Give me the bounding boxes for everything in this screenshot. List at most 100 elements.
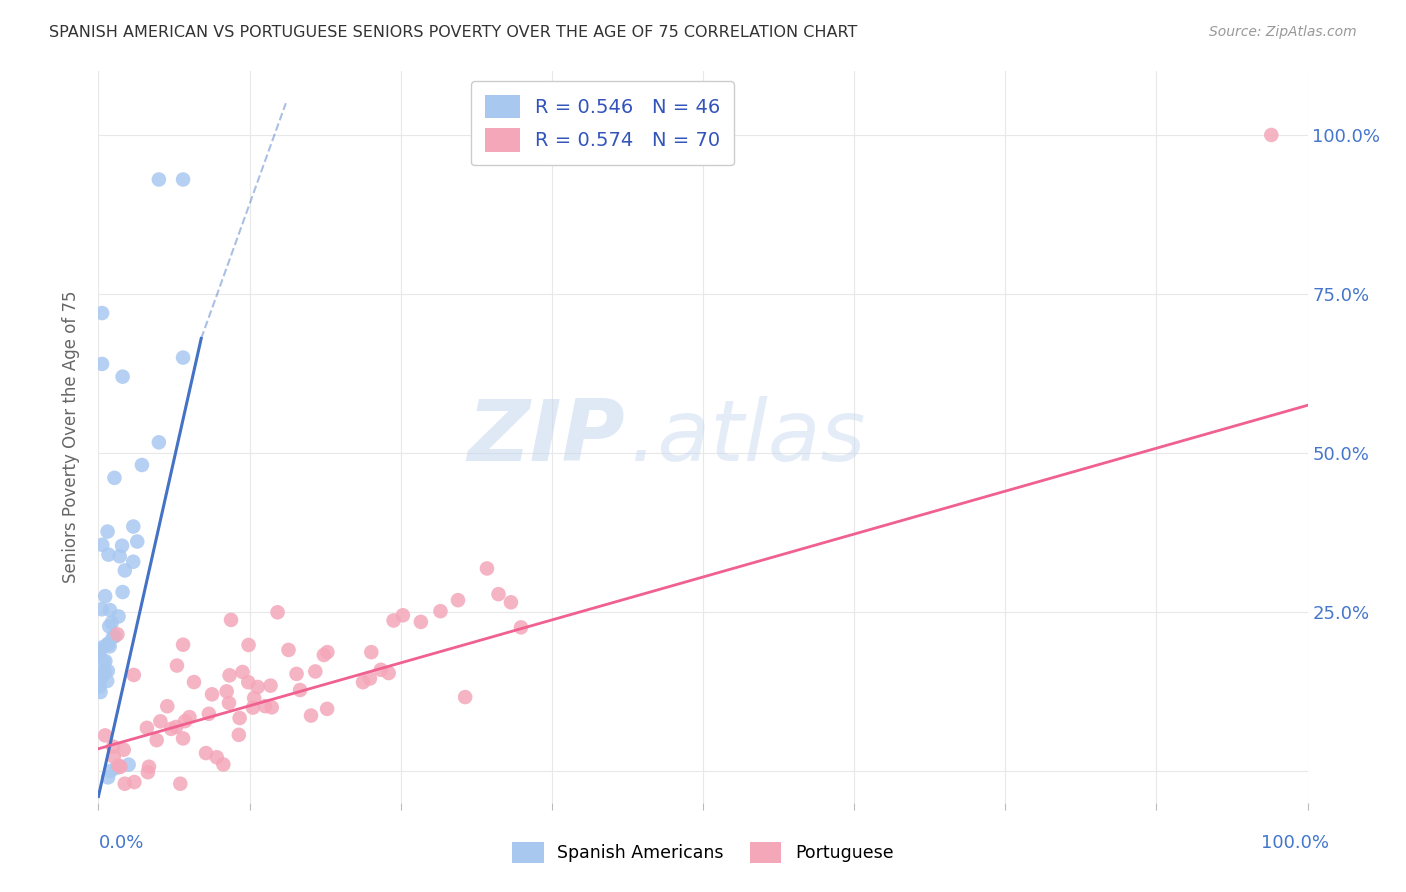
Point [212, 757, 235, 772]
Point [97, 637, 120, 651]
Point [91, 665, 114, 680]
Point [100, 764, 122, 778]
Point [98, 603, 121, 617]
Point [232, 665, 254, 679]
Point [91, 538, 114, 552]
Point [96, 673, 118, 688]
Point [148, 172, 170, 186]
Point [93, 655, 115, 669]
Point [136, 765, 159, 780]
Point [114, 563, 136, 577]
Point [352, 675, 374, 690]
Point [110, 760, 132, 774]
Point [360, 645, 382, 659]
Point [135, 721, 157, 735]
Point [111, 369, 134, 384]
Point [114, 777, 136, 791]
Text: 100.0%: 100.0% [1261, 834, 1329, 852]
Point [97, 664, 120, 678]
Point [174, 714, 197, 728]
Point [91, 357, 114, 371]
Point [111, 539, 134, 553]
Point [198, 706, 221, 721]
Point [97, 548, 120, 562]
Point [91, 306, 114, 320]
Point [166, 658, 188, 673]
Point [131, 458, 153, 472]
Point [101, 630, 124, 644]
Point [238, 675, 260, 690]
Point [127, 534, 149, 549]
Point [316, 702, 339, 716]
Point [242, 700, 264, 714]
Point [156, 699, 179, 714]
Point [94, 665, 117, 679]
Point [382, 614, 405, 628]
Point [392, 608, 415, 623]
Point [312, 648, 335, 662]
Point [89, 645, 111, 659]
Point [238, 638, 260, 652]
Point [488, 587, 510, 601]
Point [228, 711, 250, 725]
Point [103, 749, 125, 764]
Point [89, 680, 111, 694]
Point [104, 629, 127, 643]
Point [107, 627, 129, 641]
Point [179, 710, 201, 724]
Point [510, 620, 533, 634]
Point [93, 640, 115, 654]
Point [359, 672, 381, 686]
Point [218, 668, 240, 682]
Point [122, 555, 145, 569]
Point [98, 640, 121, 654]
Point [285, 666, 308, 681]
Point [97, 524, 120, 539]
Y-axis label: Seniors Poverty Over the Age of 75: Seniors Poverty Over the Age of 75 [62, 291, 80, 583]
Point [89, 643, 111, 657]
Legend: Spanish Americans, Portuguese: Spanish Americans, Portuguese [505, 835, 901, 870]
Point [377, 666, 399, 681]
Point [103, 471, 125, 485]
Point [304, 665, 326, 679]
Point [112, 743, 135, 757]
Point [165, 720, 187, 734]
Point [370, 663, 392, 677]
Point [243, 691, 266, 706]
Point [98, 619, 121, 633]
Point [316, 645, 339, 659]
Point [454, 690, 477, 704]
Point [100, 615, 122, 630]
Point [409, 615, 432, 629]
Point [122, 668, 145, 682]
Point [259, 679, 281, 693]
Point [172, 172, 194, 186]
Point [172, 731, 194, 746]
Point [94, 728, 117, 742]
Point [1260, 128, 1282, 142]
Point [277, 643, 299, 657]
Point [97, 637, 120, 651]
Point [429, 604, 451, 618]
Point [475, 561, 498, 575]
Point [89, 685, 111, 699]
Point [183, 675, 205, 690]
Point [218, 696, 240, 710]
Point [215, 684, 238, 698]
Point [201, 687, 224, 701]
Point [169, 777, 191, 791]
Point [101, 739, 124, 754]
Point [260, 700, 283, 714]
Legend: R = 0.546   N = 46, R = 0.574   N = 70: R = 0.546 N = 46, R = 0.574 N = 70 [471, 81, 734, 166]
Point [195, 746, 218, 760]
Point [254, 699, 277, 714]
Point [246, 680, 269, 694]
Point [205, 750, 228, 764]
Point [105, 761, 128, 775]
Point [172, 638, 194, 652]
Point [266, 605, 288, 619]
Text: .atlas: .atlas [630, 395, 866, 479]
Point [288, 683, 311, 698]
Point [160, 722, 183, 736]
Point [122, 519, 145, 533]
